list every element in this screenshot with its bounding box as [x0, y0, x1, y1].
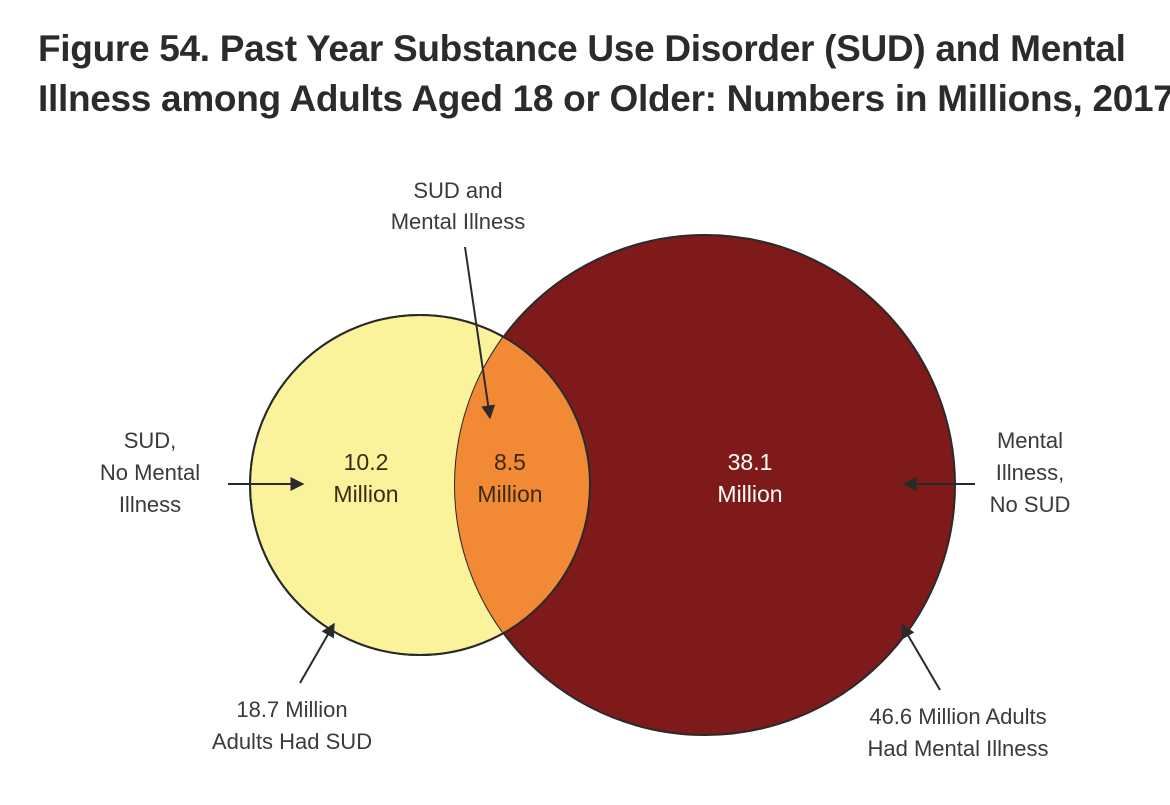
overlap-unit: Million: [477, 481, 542, 507]
overlap-callout-line-2: Mental Illness: [391, 209, 526, 234]
overlap-callout-arrow: [464, 246, 496, 420]
mi-total-line-2: Had Mental Illness: [868, 736, 1049, 761]
sud-total-arrow: [299, 622, 335, 684]
figure-title-line-1: Figure 54. Past Year Substance Use Disor…: [38, 28, 1126, 69]
mi-total-line-1: 46.6 Million Adults: [869, 704, 1046, 729]
sud-no-mi-line-1: SUD,: [124, 428, 177, 453]
figure-title-line-2: Illness among Adults Aged 18 or Older: N…: [38, 78, 1170, 119]
mi-no-sud-line-2: Illness,: [996, 460, 1064, 485]
mi-no-sud-line-3: No SUD: [990, 492, 1071, 517]
mental-only-unit: Million: [717, 481, 782, 507]
sud-no-mi-line-2: No Mental: [100, 460, 200, 485]
overlap-callout-line-1: SUD and: [413, 178, 502, 203]
mental-only-value: 38.1: [728, 449, 773, 475]
overlap-value: 8.5: [494, 449, 526, 475]
mi-no-sud-line-1: Mental: [997, 428, 1063, 453]
sud-only-value: 10.2: [344, 449, 389, 475]
sud-no-mi-line-3: Illness: [119, 492, 181, 517]
sud-only-unit: Million: [333, 481, 398, 507]
sud-total-line-1: 18.7 Million: [236, 697, 347, 722]
mi-total-arrow: [901, 623, 941, 691]
figure-title: Figure 54. Past Year Substance Use Disor…: [38, 24, 1170, 124]
sud-total-line-2: Adults Had SUD: [212, 729, 372, 754]
